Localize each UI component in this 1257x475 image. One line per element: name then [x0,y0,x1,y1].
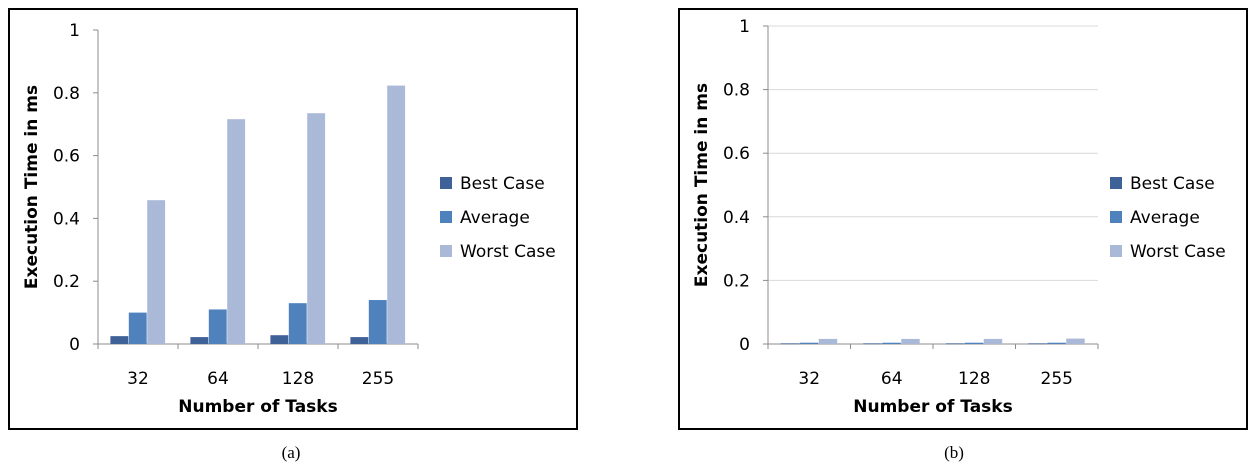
y-tick-label: 0 [739,335,750,355]
legend-label: Best Case [460,174,545,194]
y-tick-label: 0.2 [53,272,80,292]
chart-panel-a: 0 0.2 0.4 0.6 0.8 1 32 64 128 255 Number of Tasks E… [8,8,578,430]
bar-worst-case [983,338,1003,344]
y-tick-label: 0.8 [53,84,80,104]
x-tick-label: 32 [798,369,820,389]
y-axis-title: Execution Time in ms [22,85,42,289]
legend-label: Worst Case [460,242,556,262]
bar-average [799,342,819,344]
y-tick-label: 1 [739,17,750,37]
bar-worst-case [307,113,326,345]
legend-label: Average [1130,208,1200,228]
legend-swatch [440,211,452,223]
y-tick-label: 1 [69,21,80,41]
legend-label: Worst Case [1130,242,1226,262]
bar-best-case [190,337,209,344]
x-tick-label: 64 [881,369,903,389]
bar-average [128,312,147,344]
legend-label: Average [460,208,530,228]
bar-chart-b: 0 0.2 0.4 0.6 0.8 1 32 64 128 255 Number of Tasks E… [692,17,1226,417]
x-tick-label: 255 [1041,369,1073,389]
bar-average [1047,342,1066,344]
chart-panel-b: 0 0.2 0.4 0.6 0.8 1 32 64 128 255 Number of Tasks E… [678,8,1248,430]
bar-worst-case [901,338,920,344]
bar-worst-case [387,85,406,344]
legend-swatch [1110,211,1122,223]
y-axis-title: Execution Time in ms [692,83,712,287]
y-tick-label: 0.6 [53,147,80,167]
x-tick-label: 32 [127,369,149,389]
x-tick-label: 128 [282,369,314,389]
y-tick-label: 0.6 [723,144,750,164]
bar-average [208,309,227,344]
bar-worst-case [227,119,246,345]
bar-best-case [863,343,882,345]
y-tick-label: 0 [69,335,80,355]
bar-best-case [270,335,289,344]
bar-best-case [350,337,369,344]
legend-swatch [1110,177,1122,189]
x-axis-title: Number of Tasks [178,397,337,417]
y-tick-label: 0.8 [723,81,750,101]
bar-worst-case [1066,338,1085,344]
bar-average [964,342,984,344]
y-tick-label: 0.4 [53,209,80,229]
y-tick-label: 0.4 [723,208,750,228]
bar-worst-case [147,200,166,344]
bar-average [288,303,307,344]
legend-swatch [440,245,452,257]
legend-label: Best Case [1130,174,1215,194]
bar-best-case [780,343,800,345]
bar-chart-a: 0 0.2 0.4 0.6 0.8 1 32 64 128 255 Number of Tasks E… [22,21,556,417]
legend-swatch [440,177,452,189]
y-tick-label: 0.2 [723,271,750,291]
caption-b: (b) [944,443,964,462]
bar-best-case [945,343,965,345]
bar-best-case [1028,343,1047,345]
bar-average [882,342,901,344]
caption-a: (a) [281,443,301,462]
x-axis-title: Number of Tasks [853,397,1012,417]
bar-worst-case [818,338,838,344]
legend-swatch [1110,245,1122,257]
bar-best-case [110,336,129,344]
bar-average [368,300,387,344]
x-tick-label: 128 [958,369,990,389]
x-tick-label: 255 [362,369,394,389]
x-tick-label: 64 [207,369,229,389]
